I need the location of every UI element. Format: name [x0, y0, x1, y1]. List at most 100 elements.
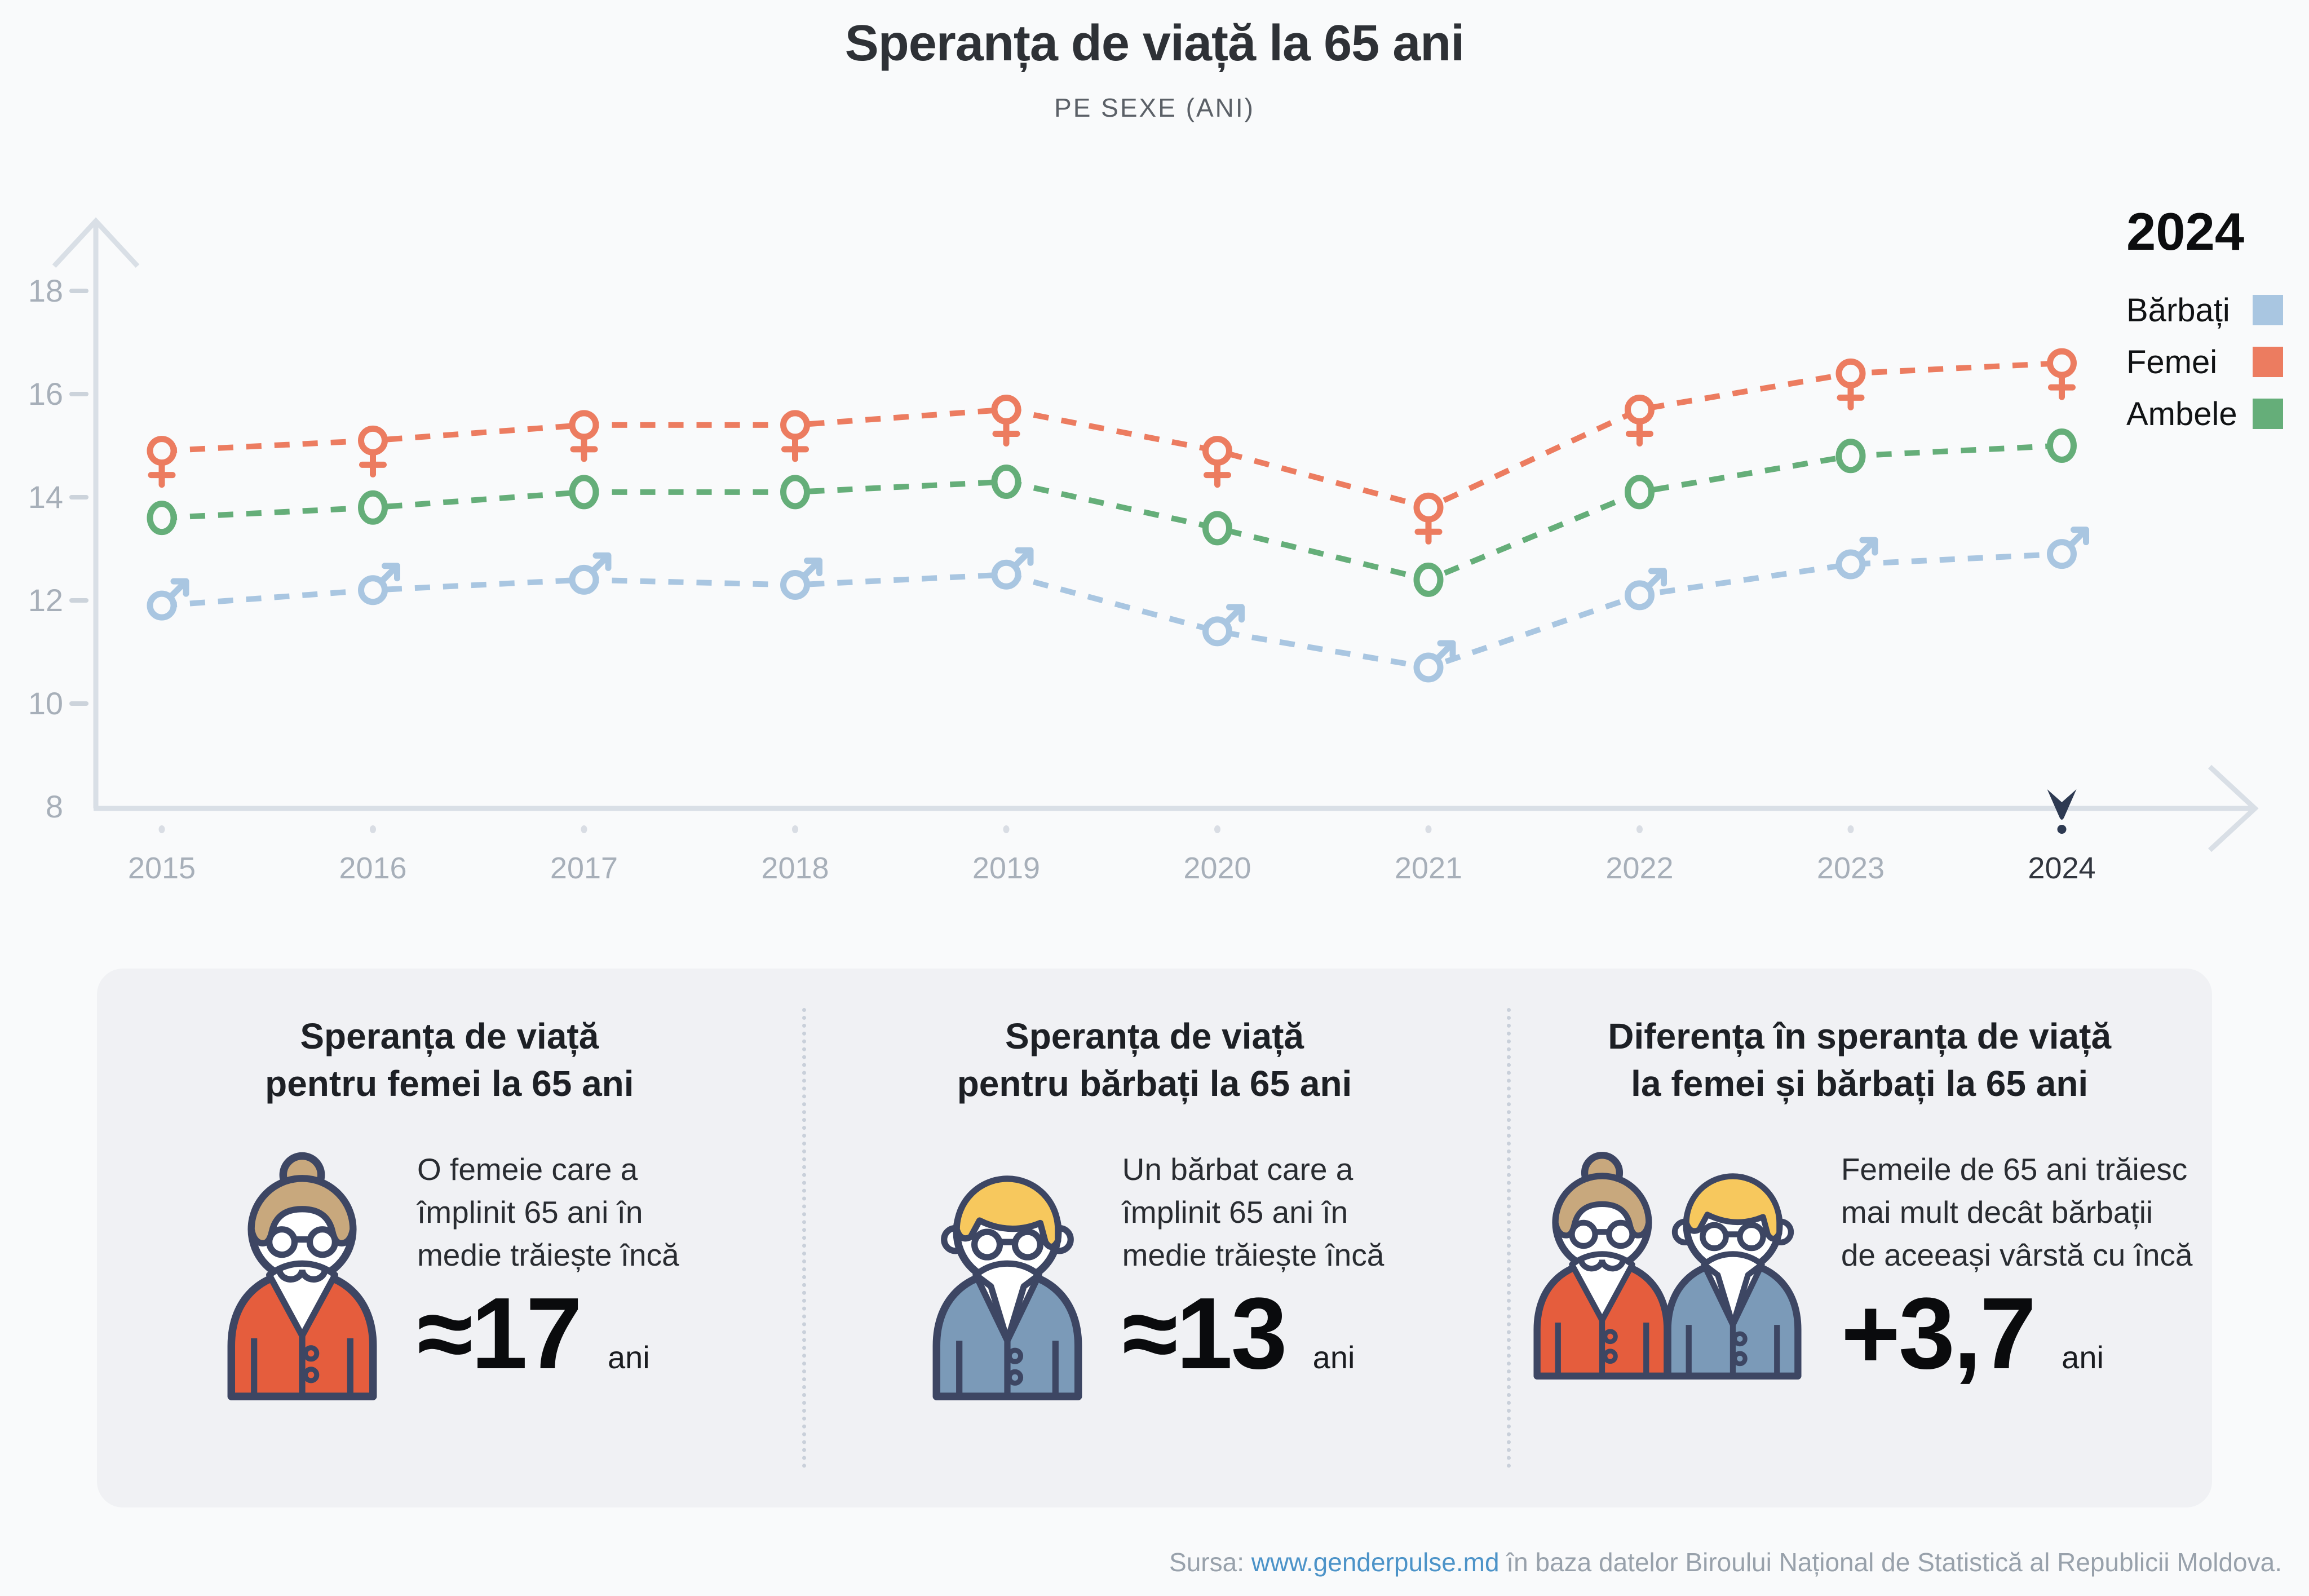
marker-female-2022[interactable]	[1625, 394, 1655, 446]
male-symbol-circle	[147, 590, 177, 621]
year-dot	[1003, 825, 1010, 833]
marker-female-2016[interactable]	[358, 425, 388, 478]
legend-year: 2024	[2126, 202, 2245, 261]
line-chart: 18 16 14 12 10 8 2015 2016 2017 2018 2019 2020 2021 2…	[28, 217, 2259, 885]
men-value: ≈13	[1122, 1276, 1288, 1390]
marker-circle-2015[interactable]	[147, 501, 177, 536]
legend-label: Ambele	[2126, 395, 2237, 432]
year-dot-selected[interactable]	[2057, 825, 2067, 834]
male-symbol-arrowhead	[1226, 604, 1245, 623]
female-symbol-circle	[569, 410, 599, 440]
marker-female-2021[interactable]	[1413, 492, 1444, 545]
female-symbol-circle	[780, 410, 810, 440]
x-label-2016[interactable]: 2016	[339, 851, 406, 885]
source-note: Sursa: www.genderpulse.md în baza datelo…	[1169, 1547, 2282, 1577]
femei-swatch-icon	[2253, 347, 2283, 377]
y-tick-label-12: 12	[28, 582, 63, 618]
x-label-2023[interactable]: 2023	[1817, 851, 1885, 885]
both-symbol-circle	[1625, 475, 1655, 510]
marker-male-2021[interactable]	[1413, 640, 1456, 683]
card-heading: Speranța de viață pentru bărbați la 65 a…	[957, 1016, 1352, 1104]
marker-female-2024[interactable]	[2047, 348, 2077, 400]
female-symbol-circle	[358, 425, 388, 456]
source-prefix: Sursa:	[1169, 1548, 1251, 1577]
marker-male-2024[interactable]	[2047, 527, 2089, 569]
x-label-2017[interactable]: 2017	[550, 851, 618, 885]
y-tick-label-16: 16	[28, 376, 63, 412]
male-symbol-arrowhead	[1648, 568, 1667, 587]
marker-female-2017[interactable]	[569, 410, 599, 462]
marker-circle-2023[interactable]	[1835, 439, 1866, 474]
legend-row-ambele[interactable]: Ambele	[2126, 395, 2283, 432]
unit-label: ani	[2062, 1339, 2104, 1375]
marker-male-2017[interactable]	[569, 552, 612, 595]
marker-circle-2018[interactable]	[780, 475, 810, 510]
legend: 2024 Bărbați Femei Ambele	[2126, 205, 2283, 450]
female-symbol-circle	[991, 394, 1021, 425]
both-symbol-circle	[569, 475, 599, 510]
legend-row-barbati[interactable]: Bărbați	[2126, 291, 2283, 329]
male-symbol-circle	[569, 564, 599, 595]
source-link[interactable]: www.genderpulse.md	[1251, 1548, 1499, 1577]
x-label-2021[interactable]: 2021	[1395, 851, 1462, 885]
x-label-2015[interactable]: 2015	[128, 851, 196, 885]
marker-male-2018[interactable]	[780, 558, 822, 600]
female-symbol-circle	[2047, 348, 2077, 378]
summary-cards-band: Speranța de viață pentru femei la 65 ani…	[97, 969, 2212, 1507]
both-symbol-circle	[1413, 562, 1444, 597]
x-label-2020[interactable]: 2020	[1183, 851, 1251, 885]
marker-female-2018[interactable]	[780, 410, 810, 462]
x-label-2022[interactable]: 2022	[1605, 851, 1673, 885]
male-symbol-circle	[2047, 539, 2077, 569]
male-symbol-arrowhead	[382, 563, 400, 582]
marker-female-2015[interactable]	[147, 436, 177, 488]
card-text: O femeie care a împlinit 65 ani în medie…	[417, 1151, 679, 1272]
unit-label: ani	[1312, 1339, 1355, 1375]
marker-female-2020[interactable]	[1202, 436, 1232, 488]
legend-label: Bărbați	[2126, 291, 2230, 329]
woman-icon	[220, 1148, 384, 1402]
male-symbol-circle	[991, 559, 1021, 590]
marker-circle-2024[interactable]	[2047, 428, 2077, 463]
x-label-2024[interactable]: 2024	[2028, 851, 2095, 885]
card-text: Femeile de 65 ani trăiesc mai mult decât…	[1841, 1151, 2193, 1272]
y-tick-label-8: 8	[46, 789, 63, 824]
female-symbol-circle	[1202, 436, 1232, 466]
legend-label: Femei	[2126, 343, 2218, 381]
y-tick-label-10: 10	[28, 686, 63, 721]
unit-label: ani	[608, 1339, 650, 1375]
x-label-2018[interactable]: 2018	[761, 851, 829, 885]
female-symbol-circle	[1835, 358, 1866, 388]
x-label-2019[interactable]: 2019	[972, 851, 1040, 885]
marker-male-2022[interactable]	[1625, 568, 1667, 611]
marker-male-2019[interactable]	[991, 547, 1034, 590]
both-symbol-circle	[1202, 511, 1232, 546]
marker-male-2023[interactable]	[1835, 537, 1878, 580]
marker-circle-2016[interactable]	[358, 490, 388, 525]
male-symbol-circle	[1202, 616, 1232, 647]
marker-female-2023[interactable]	[1835, 358, 1866, 410]
card-life-expectancy-men: Speranța de viață pentru bărbați la 65 a…	[802, 969, 1507, 1507]
y-tick-label-14: 14	[28, 479, 63, 515]
series-line-male	[161, 551, 2062, 671]
card-text: Un bărbat care a împlinit 65 ani în medi…	[1122, 1151, 1384, 1272]
x-axis-arrow-icon	[2208, 764, 2259, 852]
marker-female-2019[interactable]	[991, 394, 1021, 446]
year-dot	[1636, 825, 1643, 833]
both-symbol-circle	[991, 465, 1021, 499]
male-symbol-circle	[1835, 549, 1866, 580]
marker-circle-2017[interactable]	[569, 475, 599, 510]
marker-circle-2022[interactable]	[1625, 475, 1655, 510]
year-dot	[370, 825, 376, 833]
year-dot	[158, 825, 165, 833]
both-symbol-circle	[2047, 428, 2077, 463]
marker-circle-2019[interactable]	[991, 465, 1021, 499]
legend-row-femei[interactable]: Femei	[2126, 343, 2283, 381]
marker-circle-2020[interactable]	[1202, 511, 1232, 546]
year-cursor-icon[interactable]	[2047, 789, 2077, 820]
marker-male-2015[interactable]	[147, 578, 189, 621]
marker-male-2020[interactable]	[1202, 604, 1245, 647]
marker-male-2016[interactable]	[358, 563, 400, 605]
marker-circle-2021[interactable]	[1413, 562, 1444, 597]
male-symbol-circle	[780, 570, 810, 600]
